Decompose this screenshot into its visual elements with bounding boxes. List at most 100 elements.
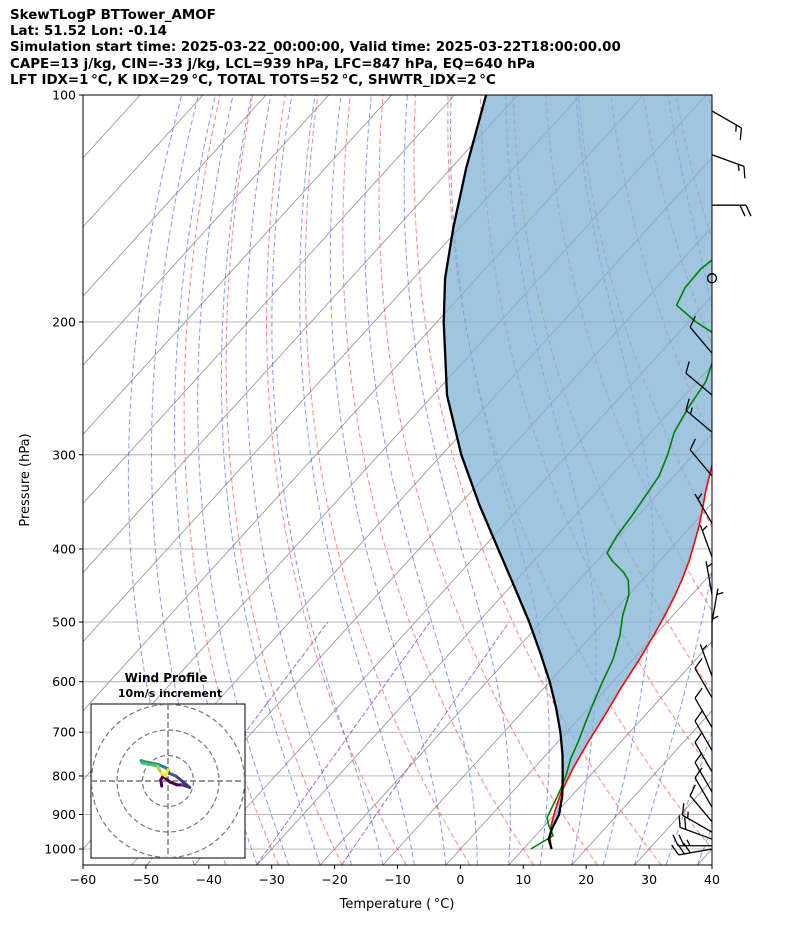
barb-full: [685, 361, 690, 374]
indices-line-2: LFT IDX=1 °C, K IDX=29 °C, TOTAL TOTS=52…: [10, 72, 496, 88]
barb-full: [745, 204, 752, 217]
wind-barb: [678, 815, 713, 840]
barb-staff: [689, 326, 713, 354]
isotherm-line: [83, 95, 204, 228]
isotherm-line: [83, 95, 330, 366]
cape-cin-fill: [443, 95, 712, 849]
moist-adiabat: [665, 730, 712, 865]
wind-barb: [689, 315, 713, 354]
barb-full: [743, 166, 746, 179]
wind-barb: [699, 524, 713, 558]
x-tick-label: −10: [384, 872, 410, 887]
barb-full: [739, 127, 743, 141]
barb-half: [701, 525, 708, 532]
isotherm-line: [0, 95, 14, 865]
barb-full: [689, 784, 696, 796]
wind-barb: [711, 588, 724, 623]
barb-full: [685, 398, 690, 411]
y-tick-label: 800: [52, 768, 76, 783]
moist-adiabat: [245, 95, 352, 865]
y-tick-label: 1000: [44, 842, 76, 857]
hodograph-segment: [163, 768, 170, 778]
x-tick-label: 0: [456, 872, 464, 887]
wind-barb: [711, 154, 746, 179]
barb-staff: [699, 644, 713, 677]
moist-adiabat: [271, 95, 384, 865]
barb-full: [739, 204, 746, 217]
barb-full: [681, 803, 685, 816]
indices-line-1: CAPE=13 j/kg, CIN=-33 j/kg, LCL=939 hPa,…: [10, 56, 536, 72]
temperature-line: [549, 463, 712, 850]
wind-barb: [694, 752, 713, 793]
wind-barb: [689, 784, 713, 823]
barb-staff: [699, 524, 713, 558]
barb-staff: [694, 777, 713, 808]
moist-adiabat: [220, 95, 321, 865]
wind-barb: [685, 361, 713, 396]
y-tick-label: 300: [52, 447, 76, 462]
barb-half: [701, 644, 708, 651]
wind-barb: [685, 398, 713, 433]
isotherm-line: [83, 95, 267, 297]
barb-staff: [689, 449, 713, 477]
hodograph-area: [91, 704, 245, 858]
y-tick-label: 200: [52, 314, 76, 329]
wind-barb: [694, 767, 713, 808]
barb-full: [678, 834, 685, 847]
moist-adiabat: [329, 95, 447, 865]
chart-title: SkewTLogP BTTower_AMOF: [10, 8, 216, 23]
moist-adiabat: [197, 95, 290, 865]
x-tick-label: 20: [578, 872, 594, 887]
dry-adiabat: [183, 95, 280, 865]
dry-adiabat: [378, 95, 599, 865]
wind-barb: [672, 834, 712, 847]
x-tick-label: −50: [133, 872, 159, 887]
barb-full: [684, 817, 687, 830]
barb-staff: [685, 372, 713, 396]
moist-adiabat: [364, 95, 478, 865]
barb-full: [671, 844, 680, 856]
barb-staff: [694, 697, 713, 728]
barb-staff: [694, 742, 713, 773]
x-axis-label: Temperature ( °C): [339, 897, 455, 912]
wind-barb: [681, 803, 713, 833]
dry-adiabat: [304, 95, 471, 865]
y-tick-label: 700: [52, 725, 76, 740]
barb-half: [686, 839, 691, 847]
time-line: Simulation start time: 2025-03-22_00:00:…: [10, 40, 621, 56]
wind-barb: [694, 687, 713, 728]
hodograph-segment: [161, 774, 173, 784]
wind-barb: [694, 710, 713, 751]
barb-staff: [694, 720, 713, 751]
isotherm-line: [83, 95, 518, 574]
barb-full: [694, 687, 703, 699]
barb-staff: [711, 154, 745, 167]
y-tick-label: 500: [52, 615, 76, 630]
barb-half: [735, 124, 737, 132]
location-line: Lat: 51.52 Lon: -0.14: [10, 24, 167, 40]
wind-barb: [671, 842, 713, 856]
wind-barb: [699, 644, 713, 677]
isotherm-line: [0, 95, 77, 865]
barb-full: [689, 315, 696, 328]
barb-half: [716, 591, 724, 596]
x-tick-label: −60: [70, 872, 96, 887]
barb-full: [694, 752, 703, 763]
barb-staff: [689, 795, 713, 823]
x-tick-label: −40: [196, 872, 222, 887]
barb-full: [694, 710, 703, 722]
y-axis-label: Pressure (hPa): [18, 433, 33, 526]
x-tick-label: 30: [641, 872, 657, 887]
barb-full: [678, 815, 681, 828]
isotherm-line: [508, 640, 712, 865]
barb-half: [689, 407, 693, 415]
barb-staff: [711, 110, 742, 129]
y-tick-label: 400: [52, 541, 76, 556]
dry-adiabat: [774, 95, 794, 865]
dry-adiabat: [342, 95, 535, 865]
wind-barb: [694, 493, 713, 524]
x-tick-label: 10: [515, 872, 531, 887]
barb-full: [694, 658, 703, 669]
barb-staff: [694, 762, 713, 793]
